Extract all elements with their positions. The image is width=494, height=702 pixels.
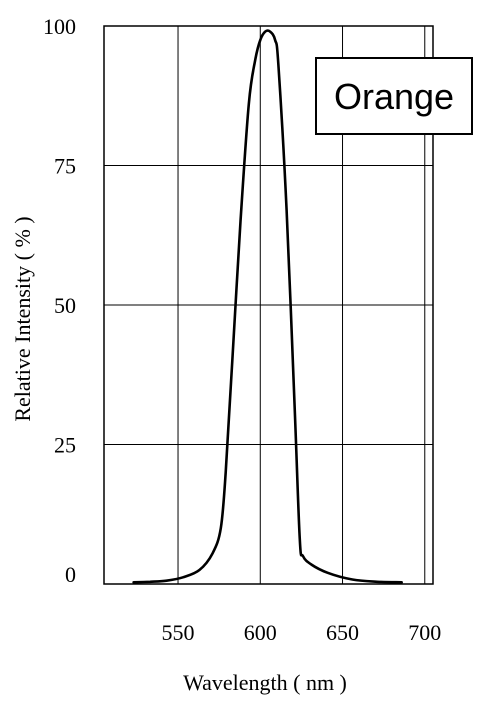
x-tick-label-650: 650 xyxy=(326,620,359,645)
x-tick-label-550: 550 xyxy=(162,620,195,645)
x-axis-title: Wavelength ( nm ) xyxy=(183,670,347,695)
y-tick-label-50: 50 xyxy=(54,293,76,318)
y-tick-label-25: 25 xyxy=(54,433,76,458)
y-tick-label-0: 0 xyxy=(65,562,76,587)
legend-box: Orange xyxy=(315,57,473,135)
x-tick-label-600: 600 xyxy=(244,620,277,645)
x-tick-label-700: 700 xyxy=(408,620,441,645)
series-line-spectrum xyxy=(132,29,403,584)
y-tick-labels: 0 25 50 75 100 xyxy=(43,14,76,587)
legend-frame xyxy=(315,57,473,135)
y-tick-label-100: 100 xyxy=(43,14,76,39)
y-tick-label-75: 75 xyxy=(54,154,76,179)
x-tick-labels: 550 600 650 700 xyxy=(162,620,442,645)
plot-area-frame xyxy=(103,25,434,585)
y-axis-title: Relative Intensity ( % ) xyxy=(10,216,35,421)
legend-label: Orange xyxy=(334,76,454,117)
